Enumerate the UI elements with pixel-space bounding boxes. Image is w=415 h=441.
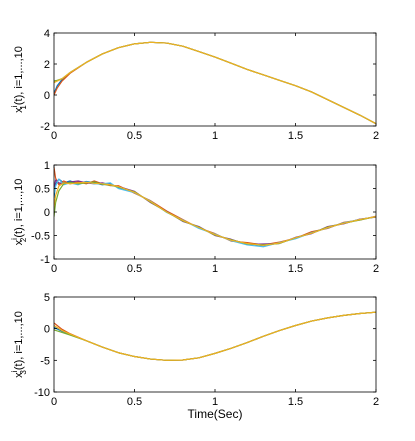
x-tick-label: 0 — [51, 130, 57, 142]
chart-panel-3: 0 0.5 1 1.5 2 -10 -5 0 5 xi3(t), i=1,...,10 Time(S… — [10, 292, 379, 421]
axes-box — [53, 164, 377, 260]
axes-box — [53, 296, 377, 393]
y-axis-label: xi1(t), i=1,...,10 — [10, 46, 28, 113]
x-tick-label: 2 — [373, 263, 379, 275]
x-tick-label: 2 — [373, 396, 379, 408]
x-tick-label: 1 — [212, 263, 218, 275]
series-group — [54, 167, 376, 248]
x-tick-label: 1.5 — [288, 396, 303, 408]
y-tick-label: 2 — [44, 59, 50, 71]
x-tick-label: 1 — [212, 130, 218, 142]
series-line-4 — [54, 41, 376, 125]
y-tick-label: 0 — [44, 90, 50, 102]
x-axis-label: Time(Sec) — [188, 407, 243, 421]
y-tick-label: -5 — [40, 355, 50, 367]
x-tick-label: 1.5 — [288, 263, 303, 275]
series-line-4 — [54, 311, 376, 361]
y-tick-label: -2 — [40, 121, 50, 133]
y-tick-label: 1 — [44, 160, 50, 172]
x-tick-label: 0 — [51, 396, 57, 408]
x-tick-label: 0.5 — [127, 263, 142, 275]
y-tick-label: 4 — [44, 28, 50, 40]
y-tick-label: 0.5 — [35, 184, 50, 196]
series-line-4 — [54, 178, 376, 248]
y-axis-label: xi2(t), i=1,...,10 — [10, 179, 28, 246]
y-tick-label: 5 — [44, 292, 50, 304]
x-tick-label: 1 — [212, 396, 218, 408]
y-tick-label: -0.5 — [31, 231, 50, 243]
series-line-5 — [54, 181, 376, 246]
y-tick-label: -10 — [34, 387, 50, 399]
y-tick-label: 0 — [44, 324, 50, 336]
chart-panel-2: 0 0.5 1 1.5 2 -1 -0.5 0 0.5 1 xi2(t), i=1,...,10 — [10, 160, 379, 275]
axes-box — [53, 32, 377, 127]
series-group — [54, 311, 376, 361]
x-tick-label: 0.5 — [127, 130, 142, 142]
y-tick-label: -1 — [40, 254, 50, 266]
x-tick-label: 0.5 — [127, 396, 142, 408]
x-tick-label: 1.5 — [288, 130, 303, 142]
x-tick-label: 2 — [373, 130, 379, 142]
series-line-2 — [54, 167, 376, 246]
x-tick-label: 0 — [51, 263, 57, 275]
series-line-6 — [54, 181, 376, 246]
series-group — [54, 41, 376, 125]
y-axis-label: xi3(t), i=1,...,10 — [10, 311, 28, 378]
y-tick-label: 0 — [44, 207, 50, 219]
